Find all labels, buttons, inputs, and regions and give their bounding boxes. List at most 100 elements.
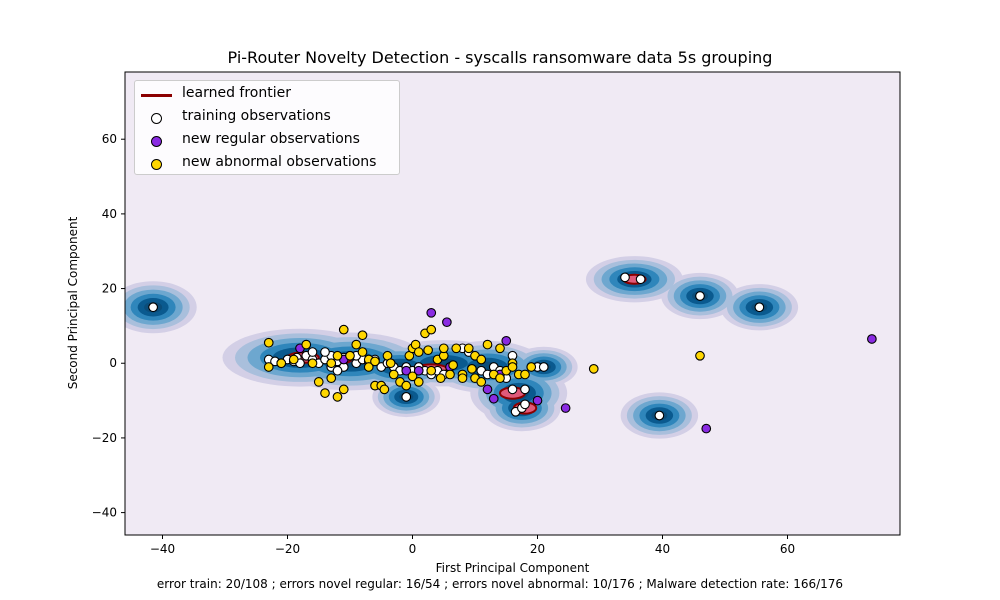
new-abnormal-observations-point xyxy=(388,369,399,380)
new-abnormal-observations-point xyxy=(463,343,474,354)
training-observations-point xyxy=(754,302,765,313)
scatter-points xyxy=(148,272,877,434)
new-abnormal-observations-point xyxy=(520,369,530,380)
legend-marker-icon xyxy=(151,113,162,124)
x-tick-label: 60 xyxy=(780,542,795,556)
new-abnormal-observations-point xyxy=(426,324,437,335)
new-regular-observations-point xyxy=(413,365,424,376)
legend-marker-icon xyxy=(151,136,162,147)
y-tick-label: 40 xyxy=(102,207,117,221)
new-abnormal-observations-point xyxy=(332,350,343,361)
training-observations-point xyxy=(520,399,530,410)
new-abnormal-observations-point xyxy=(413,347,424,357)
new-abnormal-observations-point xyxy=(407,371,418,382)
new-abnormal-observations-point xyxy=(435,373,446,384)
new-abnormal-observations-point xyxy=(413,377,424,387)
training-observations-point xyxy=(401,391,412,402)
new-abnormal-observations-point xyxy=(326,358,337,369)
x-tick-label: 40 xyxy=(655,542,670,556)
new-regular-observations-point xyxy=(532,395,543,406)
x-tick-label: −20 xyxy=(275,542,300,556)
y-axis: −40 −20 0 20 40 60 xyxy=(92,132,125,520)
new-abnormal-observations-point xyxy=(426,365,437,376)
training-observations-point xyxy=(620,272,630,283)
training-observations-point xyxy=(507,384,518,395)
legend-label: new regular observations xyxy=(182,131,360,147)
y-tick-label: 60 xyxy=(102,132,117,146)
training-observations-point xyxy=(654,410,665,421)
x-tick-label: −40 xyxy=(150,542,175,556)
error-summary: error train: 20/108 ; errors novel regul… xyxy=(156,577,844,591)
new-abnormal-observations-point xyxy=(495,343,505,354)
legend-line-icon xyxy=(141,94,172,97)
training-observations-point xyxy=(148,302,158,313)
plot-frame xyxy=(124,71,901,536)
new-abnormal-observations-point xyxy=(445,369,455,380)
new-abnormal-observations-point xyxy=(326,373,337,384)
new-abnormal-observations-point xyxy=(507,362,518,372)
new-regular-observations-point xyxy=(482,384,493,395)
new-abnormal-observations-point xyxy=(588,363,599,374)
x-axis-label: First Principal Component xyxy=(435,561,590,575)
training-observations-point xyxy=(320,347,330,357)
new-abnormal-observations-point xyxy=(423,345,433,356)
new-abnormal-observations-point xyxy=(345,350,355,361)
new-abnormal-observations-point xyxy=(385,358,396,369)
new-abnormal-observations-point xyxy=(448,360,458,370)
y-tick-label: −20 xyxy=(92,431,117,445)
new-abnormal-observations-point xyxy=(338,384,349,395)
new-abnormal-observations-point xyxy=(357,347,368,357)
new-abnormal-observations-point xyxy=(476,377,487,387)
legend-marker-icon xyxy=(151,159,162,170)
new-regular-observations-point xyxy=(426,307,437,318)
new-abnormal-observations-point xyxy=(438,343,449,354)
new-abnormal-observations-point xyxy=(338,324,349,335)
training-observations-point xyxy=(520,384,530,395)
x-tick-label: 20 xyxy=(530,542,545,556)
y-tick-label: 20 xyxy=(102,282,117,296)
new-regular-observations-point xyxy=(701,423,712,434)
new-abnormal-observations-point xyxy=(288,354,299,365)
legend-item-training: training observations xyxy=(135,107,399,129)
new-abnormal-observations-point xyxy=(370,356,380,367)
new-abnormal-observations-point xyxy=(351,339,362,350)
new-abnormal-observations-point xyxy=(263,337,274,348)
new-abnormal-observations-point xyxy=(307,358,318,369)
new-abnormal-observations-point xyxy=(357,330,368,341)
new-regular-observations-point xyxy=(867,334,877,344)
new-abnormal-observations-point xyxy=(313,377,324,387)
new-regular-observations-point xyxy=(501,335,512,346)
training-observations-point xyxy=(332,365,343,376)
training-observations-point xyxy=(695,291,705,301)
new-abnormal-observations-point xyxy=(526,362,537,372)
new-regular-observations-point xyxy=(442,317,452,328)
y-axis-label: Second Principal Component xyxy=(66,216,80,390)
legend-label: learned frontier xyxy=(182,85,291,101)
new-regular-observations-point xyxy=(560,403,571,413)
legend-label: new abnormal observations xyxy=(182,154,377,170)
new-abnormal-observations-point xyxy=(301,339,312,350)
legend-item-abnormal: new abnormal observations xyxy=(135,153,399,175)
new-abnormal-observations-point xyxy=(363,362,374,372)
training-observations-point xyxy=(635,274,646,285)
new-abnormal-observations-point xyxy=(263,362,274,372)
new-abnormal-observations-point xyxy=(495,373,505,384)
legend-item-frontier: learned frontier xyxy=(135,84,399,106)
legend: learned frontier training observations n… xyxy=(134,80,400,175)
new-abnormal-observations-point xyxy=(451,343,462,354)
new-abnormal-observations-point xyxy=(320,388,330,398)
new-abnormal-observations-point xyxy=(332,391,343,402)
y-tick-label: 0 xyxy=(109,356,117,370)
legend-item-regular: new regular observations xyxy=(135,130,399,152)
new-abnormal-observations-point xyxy=(276,358,287,369)
new-abnormal-observations-point xyxy=(401,380,412,391)
new-abnormal-observations-point xyxy=(482,339,493,350)
new-abnormal-observations-point xyxy=(379,384,390,395)
new-abnormal-observations-point xyxy=(476,354,487,365)
y-tick-label: −40 xyxy=(92,506,117,520)
training-observations-point xyxy=(307,347,318,357)
new-abnormal-observations-point xyxy=(467,363,477,374)
chart-title: Pi-Router Novelty Detection - syscalls r… xyxy=(227,48,773,67)
